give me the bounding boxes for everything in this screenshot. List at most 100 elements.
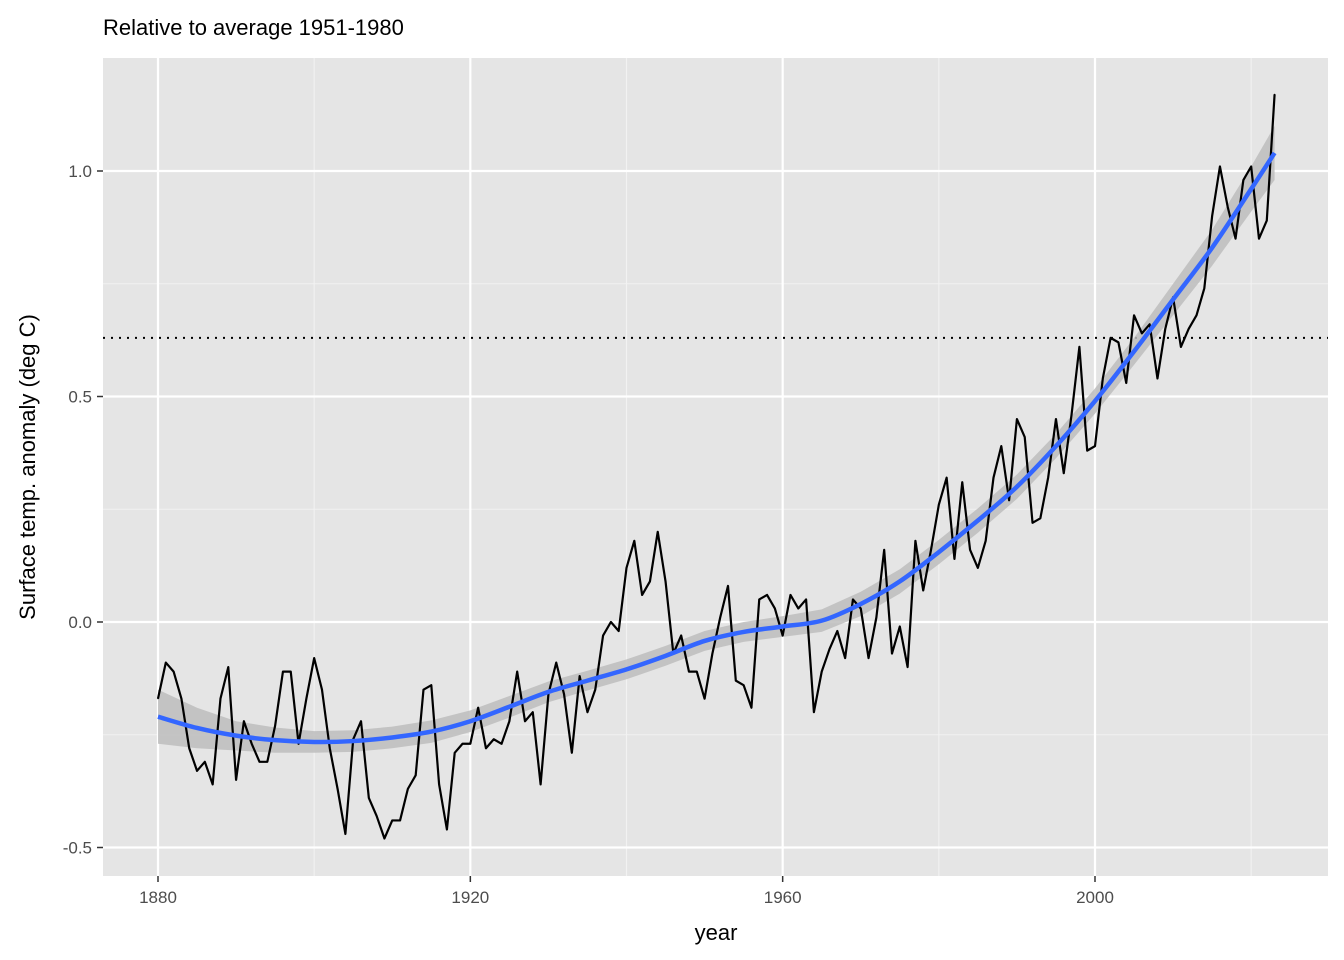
data-point (789, 594, 792, 596)
data-point (610, 621, 612, 623)
data-point (813, 711, 815, 713)
data-point (415, 774, 417, 776)
data-point (1078, 346, 1080, 348)
data-point (579, 675, 581, 677)
data-point (305, 698, 307, 700)
data-point (1102, 377, 1104, 380)
data-point (1133, 314, 1135, 316)
data-point (743, 684, 745, 686)
data-point (251, 743, 253, 745)
data-point (1125, 382, 1127, 384)
plot-marks (103, 93, 1328, 840)
data-point (266, 761, 268, 763)
data-point (383, 837, 386, 840)
data-point (555, 661, 557, 664)
data-point (1250, 165, 1252, 168)
data-point (1063, 472, 1065, 474)
data-point (828, 648, 831, 650)
data-point (711, 652, 713, 655)
data-point (750, 707, 753, 709)
data-point (1024, 436, 1026, 438)
y-tick-label: -0.5 (63, 839, 92, 858)
data-point (899, 625, 901, 628)
data-point (180, 698, 183, 700)
data-point (1039, 517, 1041, 519)
data-point (368, 797, 370, 799)
data-point (985, 540, 987, 542)
data-point (1117, 341, 1120, 343)
data-point (969, 549, 971, 551)
data-point (516, 671, 518, 673)
data-point (524, 720, 526, 722)
chart-title: Relative to average 1951-1980 (103, 15, 404, 40)
data-point (407, 788, 409, 790)
data-point (1031, 522, 1034, 524)
y-tick-label: 0.5 (68, 388, 92, 407)
data-point (422, 689, 425, 691)
data-point (344, 833, 346, 835)
confidence-band (158, 125, 1275, 753)
plot-panel (103, 58, 1328, 876)
data-point (1273, 93, 1276, 95)
data-point (1070, 413, 1073, 416)
data-point (243, 720, 245, 722)
data-point (1203, 287, 1205, 289)
data-point (727, 585, 729, 587)
data-point (399, 819, 401, 822)
data-point (376, 815, 378, 817)
data-point (719, 616, 721, 619)
data-point (1219, 165, 1221, 168)
data-point (907, 666, 909, 668)
data-point (703, 698, 706, 700)
data-point (274, 725, 276, 727)
data-point (1180, 346, 1182, 348)
data-point (696, 671, 698, 673)
data-point (1047, 477, 1049, 479)
data-point (844, 657, 846, 659)
data-point (953, 558, 956, 560)
data-point (204, 761, 206, 763)
data-point (867, 657, 870, 659)
data-point (219, 698, 222, 700)
data-point (313, 657, 315, 659)
data-point (735, 680, 737, 682)
data-point (391, 819, 393, 822)
smooth-trend-line (157, 151, 1277, 745)
data-point (493, 738, 495, 740)
data-point (680, 634, 682, 637)
data-point (173, 671, 175, 673)
data-point (852, 598, 854, 601)
data-point (782, 634, 784, 637)
data-point (688, 671, 690, 673)
data-point (625, 567, 628, 569)
data-point (290, 671, 292, 673)
data-point (196, 770, 198, 772)
data-point (594, 689, 596, 691)
data-point (165, 661, 167, 664)
data-point (282, 671, 284, 673)
data-point (1156, 377, 1159, 380)
data-point (1258, 238, 1260, 240)
data-point (766, 594, 768, 596)
data-point (1016, 418, 1018, 420)
x-tick-label: 2000 (1076, 888, 1114, 907)
y-tick-label: 1.0 (68, 162, 92, 181)
data-point (540, 783, 542, 785)
axes: -0.5 0.0 0.5 1.0 1880 1920 1960 2000 (63, 162, 1114, 907)
data-point (657, 531, 659, 533)
data-point (602, 634, 604, 637)
data-point (532, 711, 534, 713)
x-axis-label: year (695, 920, 738, 945)
data-point (883, 549, 885, 551)
data-point (821, 671, 823, 673)
data-point (938, 504, 940, 506)
data-point (758, 598, 760, 601)
data-point (329, 747, 331, 749)
data-point (446, 828, 448, 831)
data-point (212, 783, 214, 785)
data-point (1086, 450, 1088, 452)
data-point (633, 540, 635, 542)
data-point (469, 743, 471, 745)
data-point (477, 707, 479, 709)
data-point (992, 477, 995, 479)
